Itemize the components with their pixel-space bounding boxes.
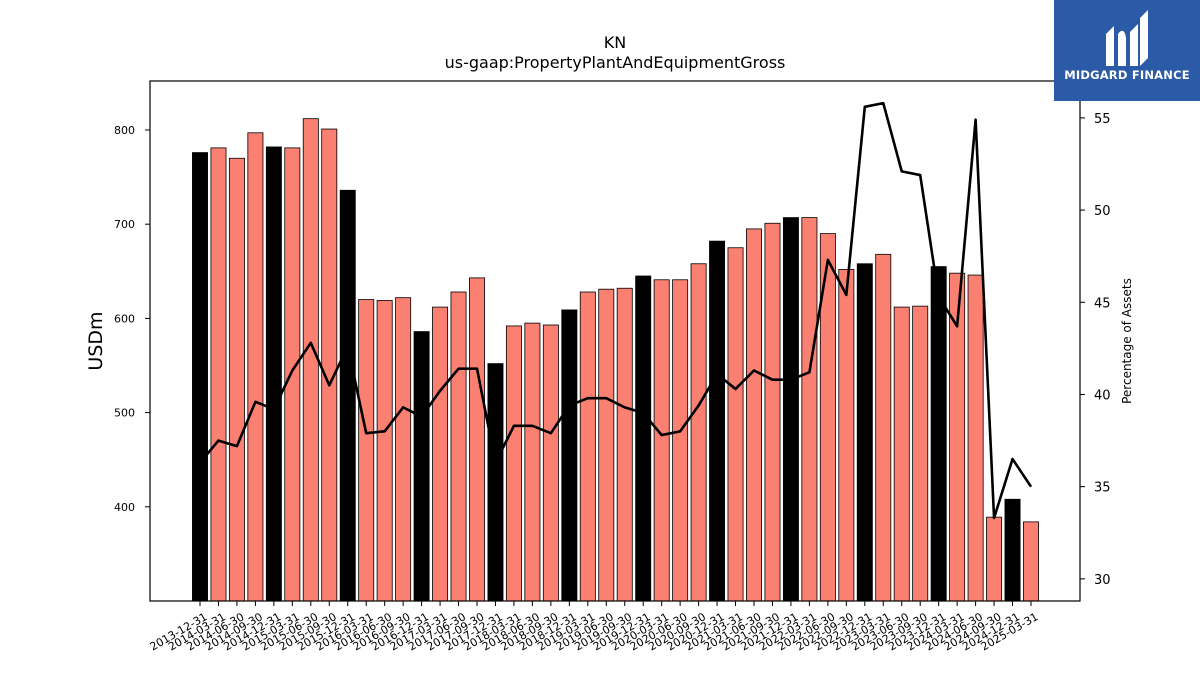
y-axis-left: 400 500 600 700 800 — [114, 124, 150, 514]
midgard-finance-logo: MIDGARD FINANCE — [1054, 0, 1200, 101]
y2-tick-label: 35 — [1094, 481, 1111, 496]
bar-2014-12-31 — [265, 146, 282, 602]
plot-frame — [149, 80, 1081, 602]
bar-2024-12-31 — [1004, 498, 1021, 602]
bar-2016-12-31 — [413, 331, 430, 602]
bar-2015-03-31 — [284, 147, 301, 602]
bar-2015-06-30 — [302, 118, 319, 602]
bar-2023-12-31 — [930, 266, 947, 602]
bar-2018-06-30 — [524, 322, 541, 602]
bar-2021-03-31 — [727, 247, 744, 602]
y-axis-right: 30 35 40 45 50 55 — [1080, 112, 1111, 588]
bar-2016-03-31 — [358, 299, 375, 602]
bar-2022-12-31 — [856, 263, 873, 602]
bar-2018-12-31 — [561, 309, 578, 602]
bar-2019-06-30 — [598, 288, 615, 602]
bar-2017-12-31 — [487, 363, 504, 602]
bar-2021-06-30 — [746, 228, 762, 602]
bar-2019-09-30 — [616, 287, 633, 602]
y2-tick-label: 40 — [1094, 388, 1111, 403]
bar-2014-06-30 — [228, 157, 245, 602]
x-axis: 2013-12-312014-03-312014-06-302014-09-30… — [148, 601, 1041, 653]
y2-tick-label: 45 — [1094, 296, 1111, 311]
y2-tick-label: 30 — [1094, 573, 1111, 588]
bar-2016-06-30 — [376, 300, 393, 602]
bar-2017-03-31 — [432, 306, 449, 602]
bar-2023-06-30 — [893, 306, 910, 602]
percentage-line — [199, 101, 1033, 520]
bar-2024-09-30 — [986, 516, 1003, 602]
bar-2020-09-30 — [690, 263, 707, 602]
bar-2018-09-30 — [542, 324, 559, 602]
bar-2013-12-31 — [192, 152, 208, 602]
bar-2019-12-31 — [635, 275, 652, 602]
bar-2020-12-31 — [709, 240, 726, 602]
bar-2020-06-30 — [672, 279, 689, 602]
chart-subtitle: us-gaap:PropertyPlantAndEquipmentGross — [445, 53, 786, 72]
bar-2024-06-30 — [967, 274, 984, 602]
bar-2019-03-31 — [579, 291, 596, 602]
chart-title: KN — [604, 33, 626, 52]
logo-text: MIDGARD FINANCE — [1064, 68, 1190, 82]
y-tick-label: 500 — [114, 407, 135, 420]
y2-tick-label: 55 — [1094, 112, 1111, 127]
bar-2020-03-31 — [653, 279, 670, 602]
bar-2018-03-31 — [505, 325, 522, 602]
y2-axis-label: Percentage of Assets — [1120, 278, 1134, 404]
bar-2025-03-31 — [1023, 521, 1039, 602]
bar-2017-09-30 — [469, 277, 485, 602]
bar-2023-09-30 — [912, 305, 929, 602]
bar-2015-09-30 — [321, 128, 338, 602]
y-tick-label: 700 — [114, 218, 135, 231]
y-axis-label: USDm — [85, 311, 107, 370]
y-tick-label: 800 — [114, 124, 135, 137]
bar-2021-12-31 — [782, 217, 799, 602]
bar-2023-03-31 — [875, 253, 892, 602]
midgard-logo-icon — [1106, 10, 1148, 66]
bar-2014-09-30 — [247, 132, 264, 602]
line-layer — [199, 101, 1033, 520]
bar-2017-06-30 — [450, 291, 467, 602]
bar-2015-12-31 — [339, 189, 356, 602]
bar-2014-03-31 — [210, 147, 227, 602]
y-tick-label: 400 — [114, 501, 135, 514]
bar-2021-09-30 — [764, 222, 781, 602]
bar-2022-09-30 — [838, 269, 855, 602]
bar-2022-03-31 — [801, 217, 818, 602]
bar-2016-09-30 — [395, 297, 412, 602]
y2-tick-label: 50 — [1094, 204, 1111, 219]
y-tick-label: 600 — [114, 312, 135, 325]
